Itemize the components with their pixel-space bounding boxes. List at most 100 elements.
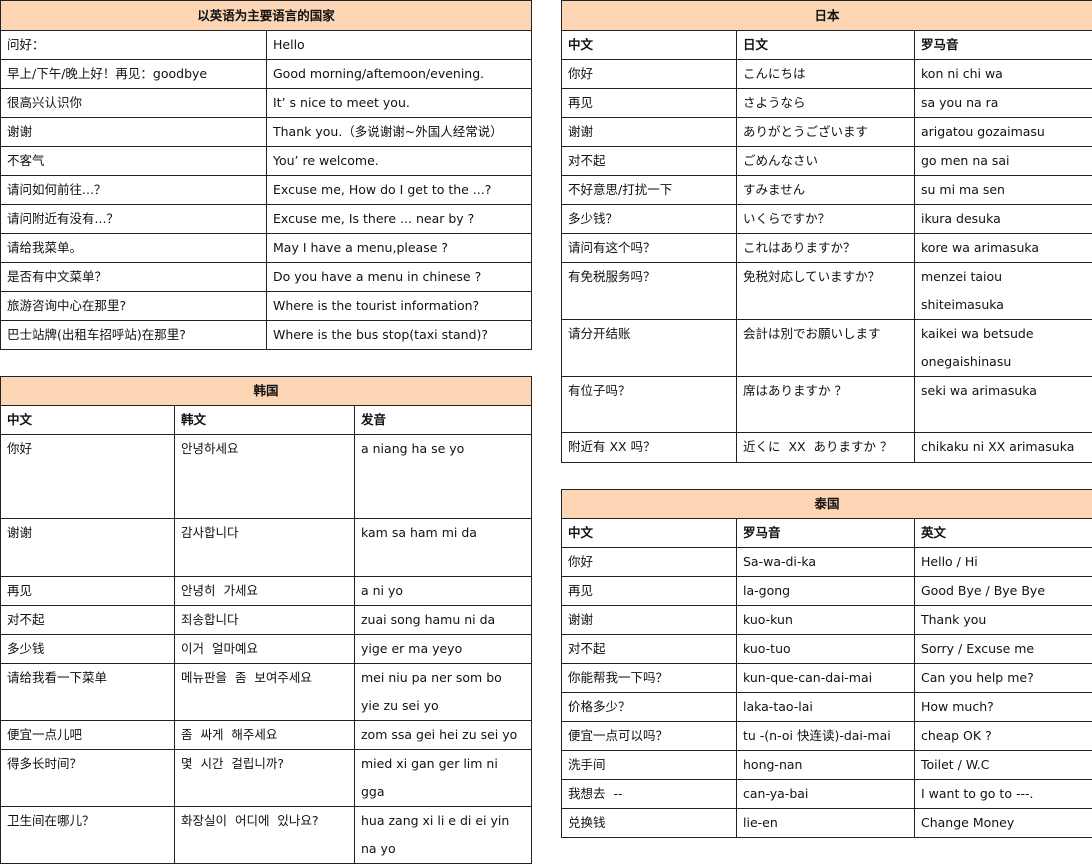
table-cell: menzei taiou shiteimasuka — [915, 263, 1092, 320]
table-row: 巴士站牌(出租车招呼站)在那里?Where is the bus stop(ta… — [1, 321, 532, 350]
table-row: 问好：Hello — [1, 31, 532, 60]
table-row: 旅游咨询中心在那里?Where is the tourist informati… — [1, 292, 532, 321]
table-row: 请问附近有没有...？Excuse me, Is there ... near … — [1, 205, 532, 234]
table-cell: 免税対応していますか？ — [737, 263, 915, 320]
table-cell: zuai song hamu ni da — [355, 606, 532, 635]
table-cell: 有位子吗？ — [562, 377, 737, 433]
table-cell: 再见 — [1, 577, 175, 606]
table-cell: 多少钱？ — [562, 205, 737, 234]
table-cell: 请问附近有没有...？ — [1, 205, 267, 234]
table-cell: 便宜一点儿吧 — [1, 721, 175, 750]
table-cell: la-gong — [737, 577, 915, 606]
table-cell: すみません — [737, 176, 915, 205]
column-header: 英文 — [915, 519, 1092, 548]
table-cell: 早上/下午/晚上好！再见：goodbye — [1, 60, 267, 89]
table-row: 请给我菜单。May I have a menu,please ? — [1, 234, 532, 263]
table-cell: Good Bye / Bye Bye — [915, 577, 1092, 606]
table-cell: I want to go to ---. — [915, 780, 1092, 809]
table-cell: 价格多少？ — [562, 693, 737, 722]
table-row: 多少钱？いくらですか？ikura desuka — [562, 205, 1092, 234]
table-cell: 兑换钱 — [562, 809, 737, 838]
table-cell: 안녕하세요 — [175, 435, 355, 519]
table-cell: May I have a menu,please ? — [267, 234, 532, 263]
table-cell: 多少钱 — [1, 635, 175, 664]
table-cell: 卫生间在哪儿？ — [1, 807, 175, 864]
table-cell: 附近有 XX 吗？ — [562, 433, 737, 463]
table-cell: 对不起 — [562, 147, 737, 176]
table-cell: Excuse me, Is there ... near by ? — [267, 205, 532, 234]
table-cell: Where is the tourist information? — [267, 292, 532, 321]
table-cell: 你好 — [562, 60, 737, 89]
table-title: 以英语为主要语言的国家 — [1, 1, 532, 31]
table-row: 请问有这个吗？これはありますか？kore wa arimasuka — [562, 234, 1092, 263]
table-cell: 旅游咨询中心在那里? — [1, 292, 267, 321]
table-cell: 洗手间 — [562, 751, 737, 780]
table-cell: 不客气 — [1, 147, 267, 176]
column-header: 发音 — [355, 406, 532, 435]
column-header: 罗马音 — [915, 31, 1092, 60]
table-row: 有位子吗？席はありますか ？seki wa arimasuka — [562, 377, 1092, 433]
table-cell: ごめんなさい — [737, 147, 915, 176]
table-cell: 问好： — [1, 31, 267, 60]
table-cell: 请给我看一下菜单 — [1, 664, 175, 721]
table-cell: 화장실이 어디에 있나요? — [175, 807, 355, 864]
table-cell: yige er ma yeyo — [355, 635, 532, 664]
table-cell: Excuse me, How do I get to the ...? — [267, 176, 532, 205]
table-cell: tu -(n-oi 快连读)-dai-mai — [737, 722, 915, 751]
table-cell: 席はありますか ？ — [737, 377, 915, 433]
table-cell: You’ re welcome. — [267, 147, 532, 176]
table-cell: kuo-tuo — [737, 635, 915, 664]
table-cell: 안녕히 가세요 — [175, 577, 355, 606]
table-cell: chikaku ni XX arimasuka — [915, 433, 1092, 463]
table-cell: How much? — [915, 693, 1092, 722]
table-cell: 对不起 — [1, 606, 175, 635]
table-cell: 你好 — [562, 548, 737, 577]
table-cell: 得多长时间？ — [1, 750, 175, 807]
table-cell: zom ssa gei hei zu sei yo — [355, 721, 532, 750]
table-cell: hua zang xi li e di ei yin na yo — [355, 807, 532, 864]
table-cell: It’ s nice to meet you. — [267, 89, 532, 118]
table-cell: kuo-kun — [737, 606, 915, 635]
table-cell: Change Money — [915, 809, 1092, 838]
table-cell: 我想去 -- — [562, 780, 737, 809]
table-cell: hong-nan — [737, 751, 915, 780]
column-header: 中文 — [562, 519, 737, 548]
table-cell: 便宜一点可以吗？ — [562, 722, 737, 751]
table-row: 有免税服务吗？免税対応していますか？menzei taiou shiteimas… — [562, 263, 1092, 320]
table-cell: 谢谢 — [562, 118, 737, 147]
table-cell: Where is the bus stop(taxi stand)? — [267, 321, 532, 350]
table-cell: 有免税服务吗？ — [562, 263, 737, 320]
column-header-row: 中文韩文发音 — [1, 406, 532, 435]
table-cell: 이거 얼마예요 — [175, 635, 355, 664]
table-cell: ikura desuka — [915, 205, 1092, 234]
table-row: 卫生间在哪儿？화장실이 어디에 있나요?hua zang xi li e di … — [1, 807, 532, 864]
column-header-row: 中文罗马音英文 — [562, 519, 1092, 548]
table-cell: Thank you — [915, 606, 1092, 635]
column-header: 中文 — [562, 31, 737, 60]
table-cell: 近くに XX ありますか ？ — [737, 433, 915, 463]
table-cell: a niang ha se yo — [355, 435, 532, 519]
table-cell: kore wa arimasuka — [915, 234, 1092, 263]
column-header: 日文 — [737, 31, 915, 60]
column-header: 韩文 — [175, 406, 355, 435]
table-cell: Toilet / W.C — [915, 751, 1092, 780]
